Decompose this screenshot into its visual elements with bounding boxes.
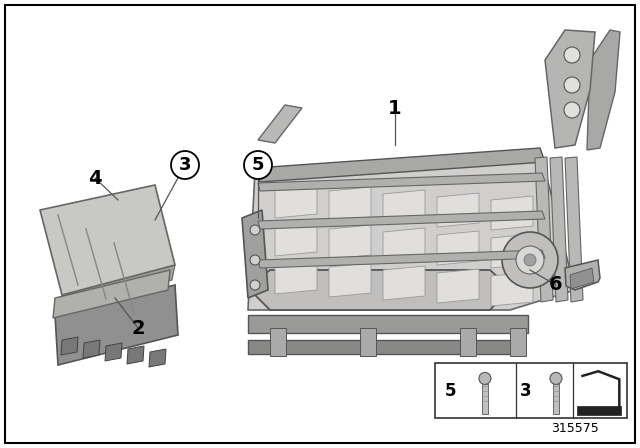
Bar	[270, 328, 286, 356]
Polygon shape	[383, 228, 425, 262]
Polygon shape	[491, 196, 533, 230]
Circle shape	[250, 280, 260, 290]
Polygon shape	[258, 250, 545, 268]
Bar	[510, 328, 526, 356]
Text: 2: 2	[131, 319, 145, 337]
Polygon shape	[570, 268, 594, 289]
Circle shape	[171, 151, 199, 179]
Text: 3: 3	[520, 382, 531, 400]
Polygon shape	[275, 260, 317, 294]
Circle shape	[244, 151, 272, 179]
Polygon shape	[60, 265, 175, 310]
Polygon shape	[577, 406, 621, 415]
Circle shape	[479, 372, 491, 384]
Bar	[360, 328, 376, 356]
Polygon shape	[550, 157, 568, 302]
Polygon shape	[329, 263, 371, 297]
Text: 6: 6	[549, 276, 563, 294]
Polygon shape	[437, 193, 479, 227]
Polygon shape	[329, 225, 371, 259]
Polygon shape	[383, 190, 425, 224]
Circle shape	[564, 102, 580, 118]
Polygon shape	[61, 337, 78, 355]
Polygon shape	[258, 173, 545, 191]
Polygon shape	[535, 157, 553, 302]
Circle shape	[516, 246, 544, 274]
Circle shape	[250, 225, 260, 235]
Polygon shape	[491, 234, 533, 268]
Polygon shape	[545, 30, 595, 148]
Polygon shape	[40, 185, 175, 295]
Polygon shape	[275, 222, 317, 256]
Polygon shape	[565, 157, 583, 302]
Polygon shape	[53, 270, 170, 318]
Bar	[553, 384, 559, 414]
Polygon shape	[55, 285, 178, 365]
Text: 3: 3	[179, 156, 191, 174]
Polygon shape	[437, 231, 479, 265]
Polygon shape	[565, 260, 600, 290]
Polygon shape	[491, 272, 533, 306]
Polygon shape	[437, 269, 479, 303]
Text: 1: 1	[388, 99, 402, 117]
Circle shape	[524, 254, 536, 266]
Polygon shape	[255, 148, 545, 182]
Polygon shape	[248, 270, 510, 310]
Text: 5: 5	[252, 156, 264, 174]
Bar	[435, 363, 627, 418]
Polygon shape	[149, 349, 166, 367]
Circle shape	[502, 232, 558, 288]
Polygon shape	[83, 340, 100, 358]
Bar	[248, 340, 523, 354]
Polygon shape	[248, 150, 575, 310]
Text: 315575: 315575	[551, 422, 599, 435]
Polygon shape	[105, 343, 122, 361]
Bar	[248, 315, 528, 333]
Text: 4: 4	[88, 168, 102, 188]
Polygon shape	[242, 210, 268, 298]
Bar	[482, 384, 488, 414]
Circle shape	[564, 47, 580, 63]
Circle shape	[250, 255, 260, 265]
Polygon shape	[587, 30, 620, 150]
Polygon shape	[258, 211, 545, 229]
Polygon shape	[275, 184, 317, 218]
Polygon shape	[329, 187, 371, 221]
Circle shape	[564, 77, 580, 93]
Polygon shape	[127, 346, 144, 364]
Circle shape	[550, 372, 562, 384]
Polygon shape	[258, 105, 302, 143]
Bar	[460, 328, 476, 356]
Polygon shape	[383, 266, 425, 300]
Text: 5: 5	[445, 382, 456, 400]
